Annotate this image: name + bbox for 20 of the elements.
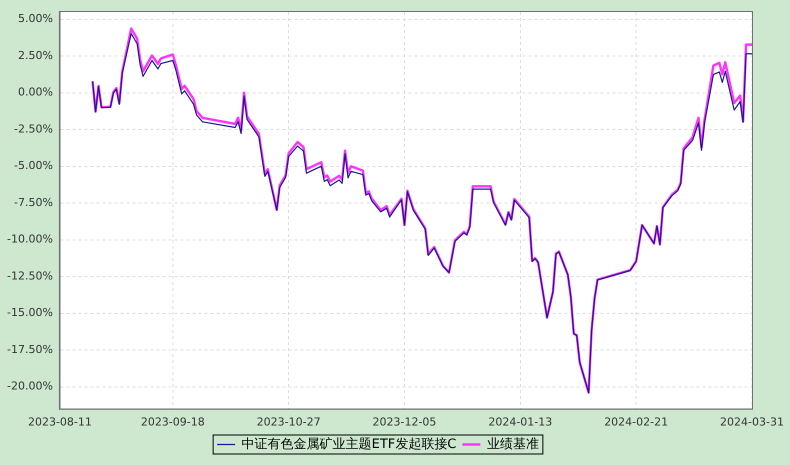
y-tick-label: -10.00% [6,232,53,246]
y-tick-label: 2.50% [18,48,53,62]
y-tick-label: 5.00% [18,12,53,26]
y-tick-label: -2.50% [14,122,53,136]
x-tick-label: 2024-02-21 [604,415,668,428]
y-tick-label: -20.00% [6,380,53,393]
y-tick-label: -7.50% [14,196,53,209]
y-tick-label: -15.00% [6,306,53,320]
legend-label: 业绩基准 [486,436,539,452]
x-tick-label: 2023-08-11 [28,415,92,428]
x-tick-label: 2023-10-27 [256,415,321,428]
y-tick-label: 0.00% [18,86,53,99]
x-tick-label: 2023-09-18 [140,415,205,428]
x-tick-label: 2024-01-13 [488,415,552,428]
y-tick-label: -17.50% [6,342,53,356]
x-tick-label: 2023-12-05 [372,415,436,428]
y-tick-label: -5.00% [14,159,53,172]
x-tick-label: 2024-03-31 [720,415,784,428]
legend-label: 中证有色金属矿业主题ETF发起联接C [242,436,456,452]
y-tick-label: -12.50% [6,269,53,282]
